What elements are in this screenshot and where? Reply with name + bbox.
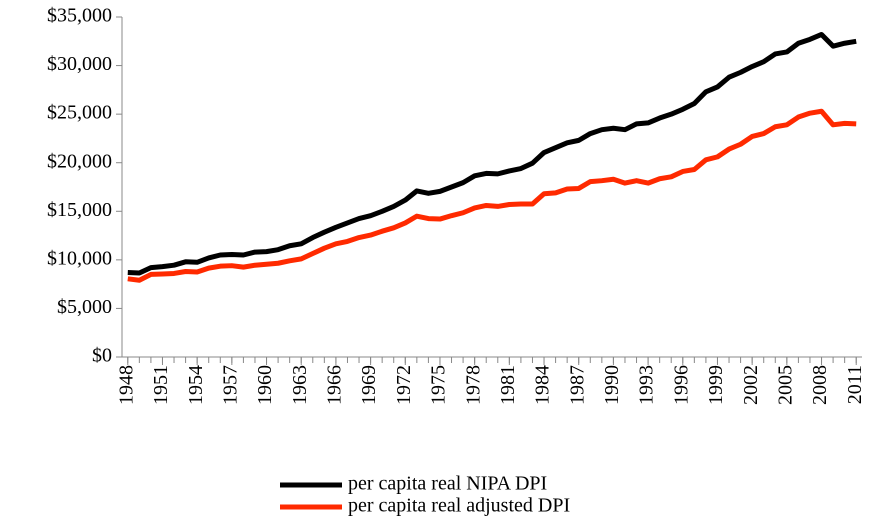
legend-label: per capita real NIPA DPI xyxy=(348,473,547,495)
x-tick-label: 1957 xyxy=(219,365,241,405)
x-tick-label: 1948 xyxy=(115,365,137,405)
x-tick-label: 1999 xyxy=(705,365,727,405)
series-line xyxy=(127,31,857,276)
x-tick-label: 2002 xyxy=(740,365,762,405)
y-tick-label: $15,000 xyxy=(47,199,112,221)
x-tick-label: 1972 xyxy=(393,365,415,405)
y-tick-label: $25,000 xyxy=(47,102,112,124)
x-tick-label: 1954 xyxy=(185,365,207,405)
x-tick-label: 1963 xyxy=(289,365,311,405)
x-tick-label: 1969 xyxy=(358,365,380,405)
x-tick-label: 1951 xyxy=(150,365,172,405)
x-tick-label: 1984 xyxy=(532,365,554,405)
x-tick-label: 2011 xyxy=(844,365,866,404)
x-tick-label: 1981 xyxy=(497,365,519,405)
y-tick-label: $35,000 xyxy=(47,5,112,27)
x-tick-label: 2008 xyxy=(809,365,831,405)
x-tick-label: 1990 xyxy=(601,365,623,405)
x-tick-label: 1966 xyxy=(324,365,346,405)
x-tick-label: 2005 xyxy=(774,365,796,405)
y-tick-label: $30,000 xyxy=(47,53,112,75)
y-tick-label: $20,000 xyxy=(47,150,112,172)
x-tick-label: 1978 xyxy=(462,365,484,405)
x-tick-label: 1996 xyxy=(670,365,692,405)
y-tick-label: $10,000 xyxy=(47,247,112,269)
x-tick-label: 1960 xyxy=(254,365,276,405)
y-tick-label: $5,000 xyxy=(57,296,112,318)
legend-label: per capita real adjusted DPI xyxy=(348,495,570,517)
series-line xyxy=(127,108,857,283)
x-tick-label: 1975 xyxy=(428,365,450,405)
y-tick-label: $0 xyxy=(92,345,112,367)
x-tick-label: 1993 xyxy=(636,365,658,405)
x-tick-label: 1987 xyxy=(566,365,588,405)
